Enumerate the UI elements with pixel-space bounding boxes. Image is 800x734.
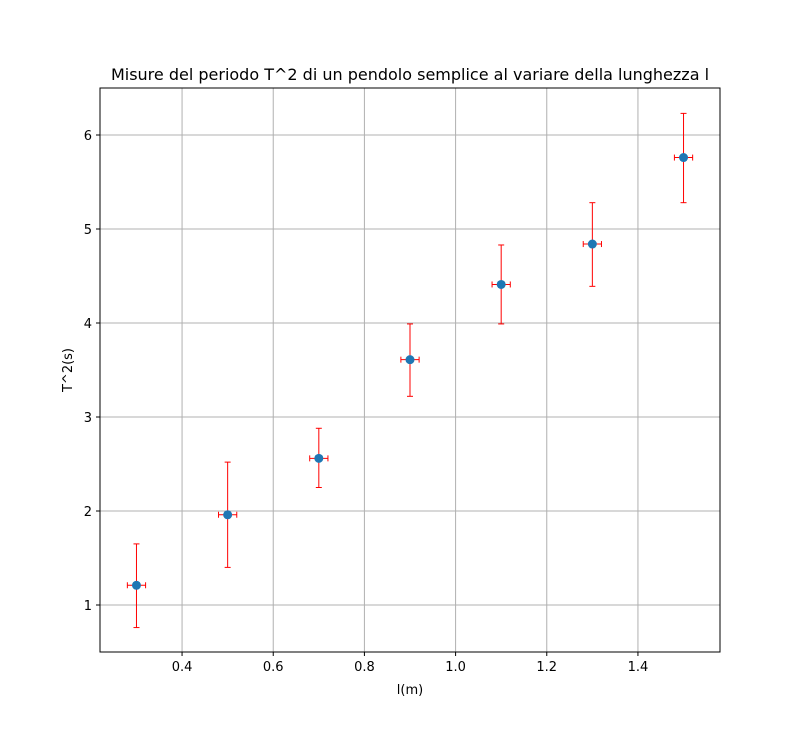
y-axis-label: T^2(s) bbox=[61, 348, 76, 393]
y-tick-label: 4 bbox=[84, 317, 92, 332]
x-tick-label: 0.8 bbox=[354, 660, 375, 675]
data-point bbox=[223, 510, 233, 520]
y-tick-label: 5 bbox=[84, 223, 92, 238]
x-tick-label: 0.6 bbox=[263, 660, 284, 675]
axis-ticks: 0.4 0.6 0.8 1.0 1.2 1.4 1 2 3 4 5 6 bbox=[84, 129, 649, 675]
x-axis-label: l(m) bbox=[397, 683, 423, 698]
data-point bbox=[496, 279, 506, 289]
plot-frame bbox=[99, 87, 721, 653]
data-point bbox=[405, 355, 415, 365]
y-tick-label: 1 bbox=[84, 599, 92, 614]
y-tick-label: 3 bbox=[84, 411, 92, 426]
x-tick-label: 1.4 bbox=[628, 660, 649, 675]
chart-title: Misure del periodo T^2 di un pendolo sem… bbox=[111, 65, 709, 84]
grid bbox=[100, 88, 720, 652]
x-tick-label: 1.2 bbox=[536, 660, 557, 675]
data-point bbox=[679, 153, 689, 163]
y-tick-label: 2 bbox=[84, 505, 92, 520]
x-tick-label: 0.4 bbox=[172, 660, 193, 675]
y-tick-label: 6 bbox=[84, 129, 92, 144]
data-points bbox=[131, 153, 689, 590]
data-point bbox=[131, 580, 141, 590]
data-point bbox=[314, 453, 324, 463]
x-tick-label: 1.0 bbox=[445, 660, 466, 675]
error-bars bbox=[126, 112, 694, 629]
data-point bbox=[587, 239, 597, 249]
